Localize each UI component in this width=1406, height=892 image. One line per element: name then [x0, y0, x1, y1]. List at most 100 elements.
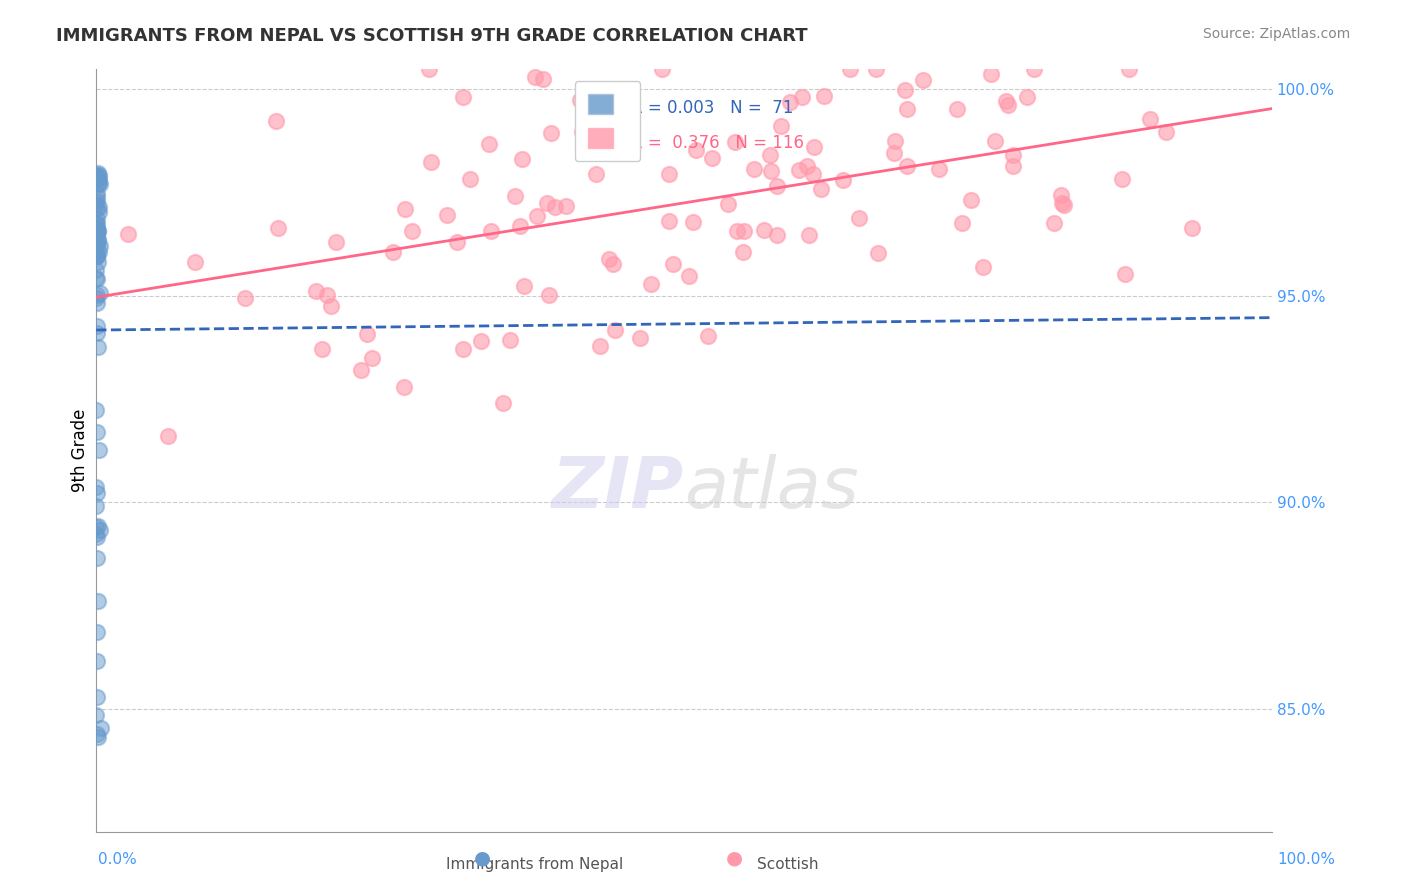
Point: [86, 202, 108, 216]
Point: [509, 219, 531, 234]
Point: [759, 148, 782, 162]
Point: [311, 342, 333, 356]
Point: [233, 291, 256, 305]
Point: [1118, 62, 1140, 76]
Point: [86, 221, 108, 235]
Point: [381, 245, 404, 260]
Point: [568, 93, 591, 107]
Point: [86, 165, 108, 179]
Point: [86, 690, 108, 705]
Point: [86, 236, 108, 251]
Point: [946, 103, 969, 117]
Point: [86, 550, 108, 565]
Point: [86, 727, 108, 741]
Point: [589, 339, 612, 353]
Point: [87, 233, 110, 247]
Point: [571, 125, 593, 139]
Point: [950, 216, 973, 230]
Point: [537, 288, 560, 302]
Text: IMMIGRANTS FROM NEPAL VS SCOTTISH 9TH GRADE CORRELATION CHART: IMMIGRANTS FROM NEPAL VS SCOTTISH 9TH GR…: [56, 27, 808, 45]
Point: [87, 233, 110, 247]
Point: [84, 291, 107, 305]
Point: [696, 329, 718, 343]
Point: [1114, 267, 1136, 281]
Point: [1050, 196, 1073, 211]
Point: [505, 189, 527, 203]
Point: [89, 286, 111, 301]
Point: [86, 169, 108, 183]
Point: [89, 524, 111, 538]
Point: [1015, 90, 1038, 104]
Point: [595, 113, 617, 128]
Point: [87, 170, 110, 185]
Point: [86, 235, 108, 250]
Point: [972, 260, 994, 274]
Point: [86, 224, 108, 238]
Y-axis label: 9th Grade: 9th Grade: [72, 409, 89, 492]
Point: [865, 62, 887, 76]
Text: ZIP: ZIP: [551, 454, 685, 523]
Point: [84, 249, 107, 263]
Point: [89, 245, 111, 260]
Point: [86, 186, 108, 201]
Point: [960, 193, 983, 207]
Point: [731, 244, 754, 259]
Point: [628, 331, 651, 345]
Point: [84, 499, 107, 513]
Point: [86, 594, 108, 608]
Point: [86, 425, 108, 439]
Point: [470, 334, 492, 348]
Point: [1043, 216, 1066, 230]
Point: [84, 707, 107, 722]
Point: [513, 279, 536, 293]
Legend: , : ,: [575, 80, 640, 161]
Point: [87, 224, 110, 238]
Text: ●: ●: [725, 849, 742, 868]
Point: [658, 213, 681, 227]
Point: [267, 220, 290, 235]
Point: [848, 211, 870, 226]
Point: [980, 67, 1002, 81]
Point: [87, 442, 110, 457]
Point: [86, 485, 108, 500]
Point: [1002, 148, 1025, 162]
Point: [86, 272, 108, 286]
Point: [86, 654, 108, 668]
Point: [86, 288, 108, 302]
Point: [89, 239, 111, 253]
Point: [531, 72, 554, 87]
Point: [86, 530, 108, 544]
Point: [86, 169, 108, 184]
Point: [896, 159, 918, 173]
Point: [813, 88, 835, 103]
Point: [603, 323, 626, 337]
Point: [87, 730, 110, 744]
Point: [418, 62, 440, 76]
Point: [86, 211, 108, 226]
Point: [523, 70, 546, 84]
Point: [765, 227, 787, 242]
Text: 0.0%: 0.0%: [98, 852, 138, 867]
Point: [792, 90, 814, 104]
Text: Source: ZipAtlas.com: Source: ZipAtlas.com: [1202, 27, 1350, 41]
Point: [401, 224, 423, 238]
Point: [264, 114, 287, 128]
Point: [585, 167, 607, 181]
Point: [87, 200, 110, 214]
Point: [896, 102, 918, 116]
Point: [540, 126, 562, 140]
Point: [86, 194, 108, 208]
Point: [394, 380, 416, 394]
Point: [86, 246, 108, 260]
Point: [86, 480, 108, 494]
Point: [1024, 62, 1046, 76]
Point: [86, 237, 108, 252]
Point: [350, 363, 373, 377]
Point: [86, 217, 108, 231]
Point: [928, 161, 950, 176]
Point: [682, 215, 704, 229]
Point: [479, 224, 502, 238]
Point: [90, 722, 112, 736]
Point: [1154, 125, 1177, 139]
Point: [995, 94, 1018, 108]
